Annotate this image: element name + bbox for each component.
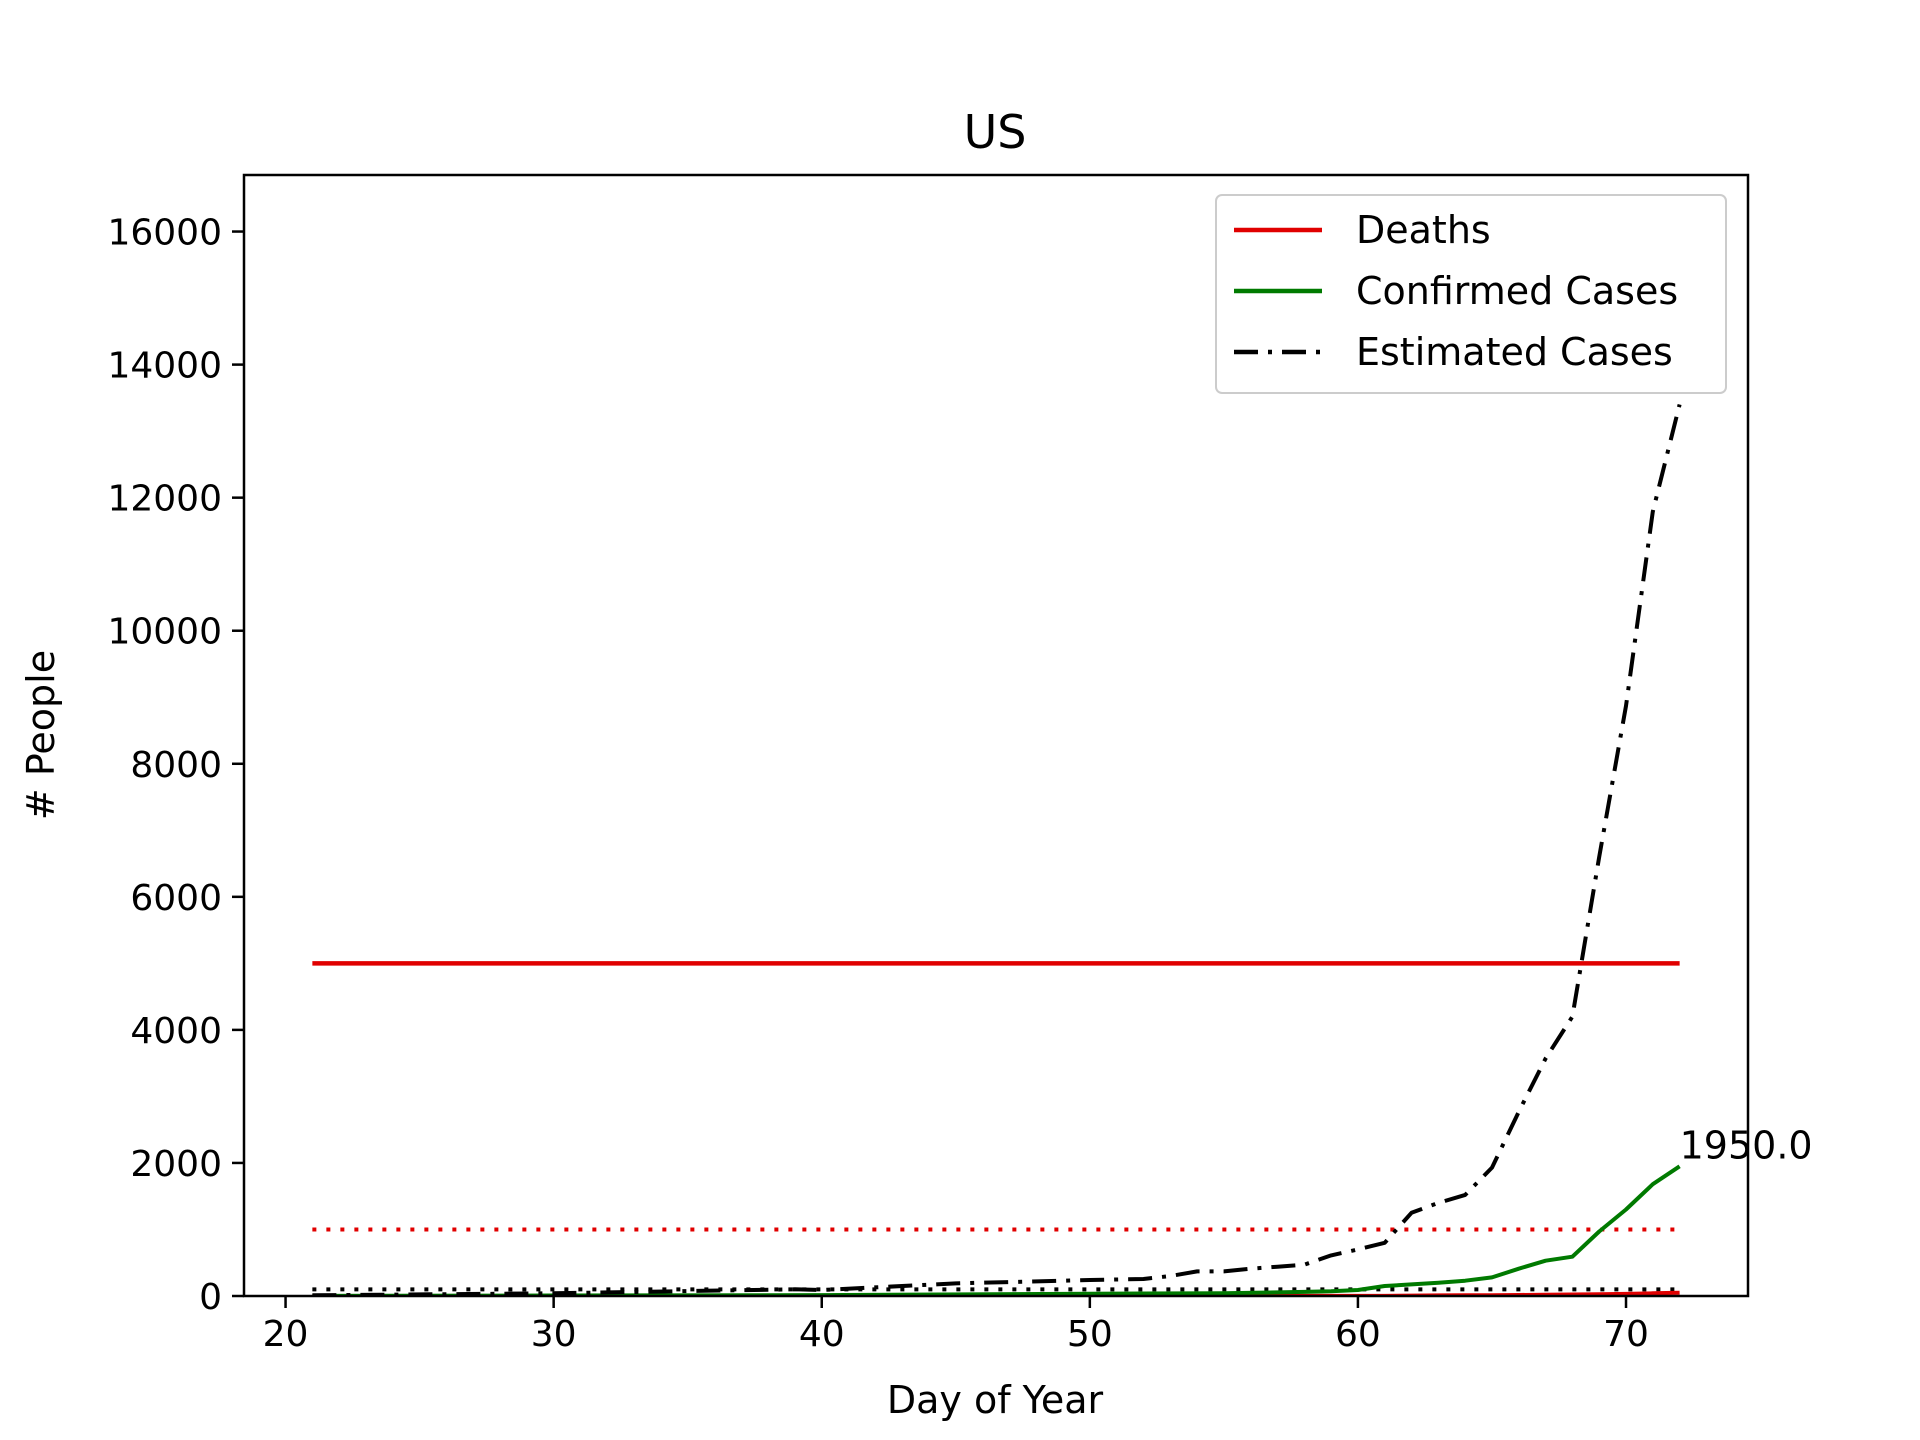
y-tick-label: 2000	[130, 1144, 222, 1185]
y-axis-label: # People	[19, 650, 63, 820]
y-tick-label: 14000	[107, 346, 222, 387]
x-tick-label: 70	[1603, 1314, 1649, 1355]
y-tick-label: 6000	[130, 878, 222, 919]
y-tick-label: 16000	[107, 213, 222, 254]
legend-label-1: Confirmed Cases	[1356, 269, 1678, 313]
legend-box	[1215, 194, 1727, 394]
series-line-1	[312, 1164, 1681, 1296]
y-axis: 0 2000 4000 6000 8000 10000 12000 14000 16000	[107, 213, 244, 1318]
x-axis-label: Day of Year	[887, 1378, 1104, 1422]
plot-frame	[242, 173, 1750, 1298]
legend-label-2: Estimated Cases	[1356, 330, 1673, 374]
reference-lines	[312, 961, 1680, 1292]
series-line-2	[312, 404, 1682, 1296]
x-tick-label: 60	[1335, 1314, 1381, 1355]
y-tick-label: 12000	[107, 479, 222, 520]
legend: Deaths Confirmed Cases Estimated Cases	[1215, 194, 1727, 394]
x-tick-label: 40	[799, 1314, 845, 1355]
y-tick-label: 10000	[107, 612, 222, 653]
chart-title: US	[964, 105, 1027, 159]
annotations: 1950.0	[1680, 1123, 1813, 1167]
x-tick-label: 30	[531, 1314, 577, 1355]
x-tick-label: 20	[263, 1314, 309, 1355]
x-axis: 20 30 40 50 60 70	[263, 1296, 1649, 1355]
y-tick-label: 0	[199, 1277, 222, 1318]
annotation-label: 1950.0	[1680, 1123, 1813, 1167]
legend-label-0: Deaths	[1356, 208, 1491, 252]
y-tick-label: 8000	[130, 745, 222, 786]
y-tick-label: 4000	[130, 1011, 222, 1052]
x-tick-label: 50	[1067, 1314, 1113, 1355]
